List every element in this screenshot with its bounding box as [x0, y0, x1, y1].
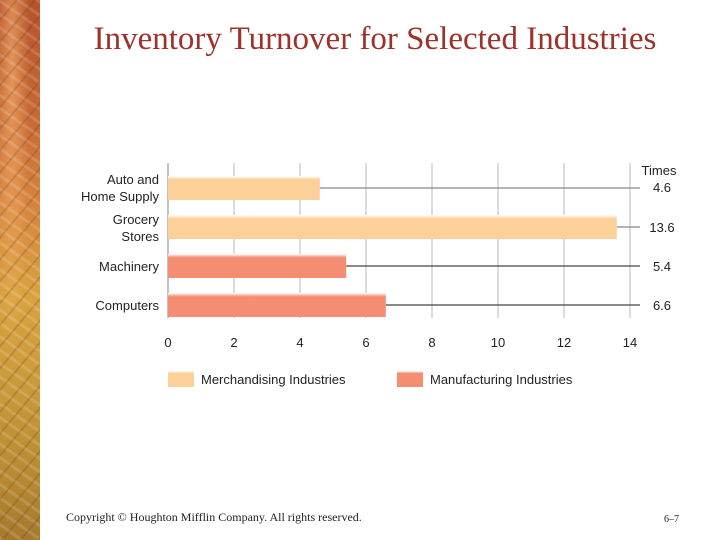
decorative-side-strip: [0, 0, 40, 540]
category-label: Computers: [95, 298, 159, 313]
x-tick-label: 2: [230, 335, 237, 350]
x-tick-label: 12: [557, 335, 571, 350]
x-tick-label: 6: [362, 335, 369, 350]
value-label: 4.6: [653, 180, 671, 195]
legend-swatch: [168, 371, 194, 387]
bar: [168, 215, 617, 239]
category-label: Machinery: [99, 259, 159, 274]
legend-label: Manufacturing Industries: [430, 372, 573, 387]
legend-label: Merchandising Industries: [201, 372, 346, 387]
value-header: Times: [642, 163, 677, 178]
legend-swatch: [397, 371, 423, 387]
copyright-notice: Copyright © Houghton Mifflin Company. Al…: [66, 510, 362, 524]
x-tick-label: 10: [491, 335, 505, 350]
bar: [168, 176, 320, 200]
value-label: 13.6: [649, 220, 674, 235]
value-label: 5.4: [653, 259, 671, 274]
category-label: Auto and Home Supply: [80, 172, 159, 204]
category-label: Grocery Stores: [112, 212, 159, 244]
page-number: 6–7: [664, 514, 679, 525]
x-tick-label: 14: [623, 335, 637, 350]
value-label: 6.6: [653, 298, 671, 313]
x-tick-label: 0: [164, 335, 171, 350]
x-tick-label: 8: [428, 335, 435, 350]
slide-title: Inventory Turnover for Selected Industri…: [93, 21, 657, 57]
x-tick-label: 4: [296, 335, 303, 350]
bar: [168, 293, 386, 317]
bar: [168, 254, 347, 278]
